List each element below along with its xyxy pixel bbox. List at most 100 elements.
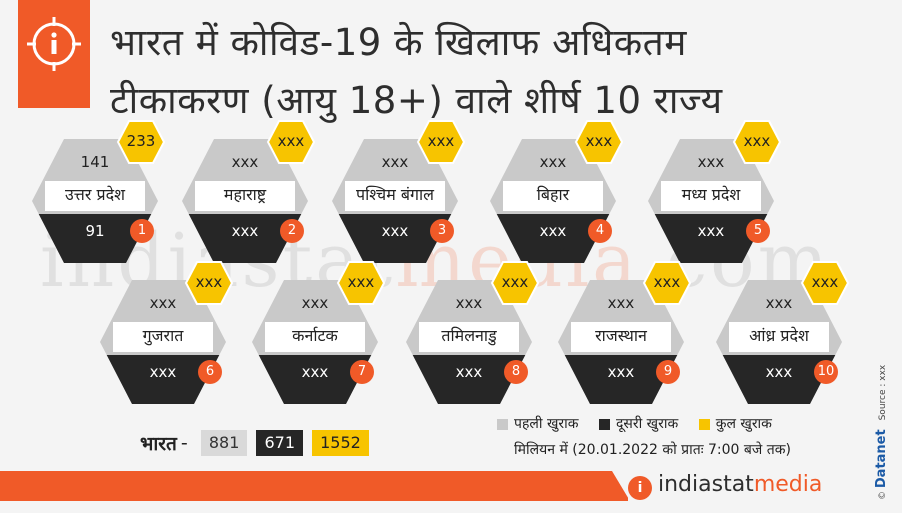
copyright-symbol: © (878, 491, 888, 500)
total-dose-badge: xxx (732, 119, 782, 165)
brand-name-main: indiastat (658, 472, 754, 497)
total-hexagon-icon (266, 120, 316, 164)
legend: पहली खुराक दूसरी खुराक कुल खुराक (497, 414, 788, 433)
state-name: आंध्र प्रदेश (749, 326, 809, 345)
total-hexagon-icon (800, 261, 850, 305)
unit-note: मिलियन में (20.01.2022 को प्रातः 7:00 बज… (514, 442, 791, 458)
publisher-name: Datanet (874, 429, 889, 489)
total-dose-value: xxx (195, 273, 223, 291)
second-dose-value: xxx (381, 222, 409, 240)
first-dose-value: xxx (697, 153, 725, 171)
state-card: xxx कर्नाटक xxx xxx 7 (250, 261, 386, 406)
total-dose-value: xxx (743, 132, 771, 150)
total-dose-value: xxx (427, 132, 455, 150)
india-total: भारत - 881 671 1552 (140, 430, 373, 456)
rank-badge: 4 (588, 219, 612, 243)
rank-badge: 5 (746, 219, 770, 243)
total-hexagon-icon (642, 261, 692, 305)
state-card: xxx महाराष्ट्र xxx xxx 2 (180, 120, 316, 265)
state-name: उत्तर प्रदेश (65, 185, 125, 204)
rank-badge: 8 (504, 360, 528, 384)
second-dose-value: xxx (301, 363, 329, 381)
total-dose-value: 233 (126, 132, 156, 150)
second-dose-value: xxx (455, 363, 483, 381)
state-hexagon (332, 139, 458, 263)
info-tab (18, 0, 90, 108)
rank-badge: 1 (130, 219, 154, 243)
total-hexagon-icon (336, 261, 386, 305)
second-dose-value: xxx (149, 363, 177, 381)
state-name: तमिलनाडु (441, 326, 497, 345)
total-dose-value: xxx (811, 273, 839, 291)
footer-bar (0, 471, 840, 501)
total-dose-badge: 233 (116, 119, 166, 165)
state-name: कर्नाटक (292, 326, 338, 345)
second-dose-value: xxx (231, 222, 259, 240)
legend-label-first-dose: पहली खुराक (514, 416, 579, 432)
second-dose-value: xxx (607, 363, 635, 381)
second-dose-value: xxx (697, 222, 725, 240)
india-first-dose: 881 (200, 430, 248, 456)
india-label: भारत (140, 433, 177, 455)
total-dose-value: xxx (585, 132, 613, 150)
legend-item-total: कुल खुराक (698, 414, 772, 433)
total-dose-badge: xxx (416, 119, 466, 165)
first-dose-value: xxx (381, 153, 409, 171)
india-second-dose: 671 (256, 430, 304, 456)
legend-label-second-dose: दूसरी खुराक (615, 416, 679, 432)
total-dose-value: xxx (653, 273, 681, 291)
source-text: Source : xxx (878, 364, 888, 421)
footer-stripe (0, 471, 630, 501)
legend-swatch-first-dose (497, 418, 508, 430)
first-dose-value: xxx (301, 294, 329, 312)
total-dose-badge: xxx (184, 260, 234, 306)
state-hexagon (490, 139, 616, 263)
state-card: 141 उत्तर प्रदेश 91 233 1 (30, 120, 166, 265)
state-card: xxx बिहार xxx xxx 4 (488, 120, 624, 265)
rank-badge: 2 (280, 219, 304, 243)
total-dose-badge: xxx (574, 119, 624, 165)
first-dose-value: 141 (80, 153, 110, 171)
state-card: xxx आंध्र प्रदेश xxx xxx 10 (714, 261, 850, 406)
state-card: xxx राजस्थान xxx xxx 9 (556, 261, 692, 406)
india-total-doses: 1552 (312, 430, 369, 456)
india-dash: - (180, 432, 188, 454)
brand-logo: i indiastatmedia (628, 472, 848, 502)
total-hexagon-icon (184, 261, 234, 305)
info-icon (27, 17, 81, 71)
first-dose-value: xxx (607, 294, 635, 312)
first-dose-value: xxx (149, 294, 177, 312)
state-card: xxx गुजरात xxx xxx 6 (98, 261, 234, 406)
total-dose-value: xxx (501, 273, 529, 291)
rank-badge: 3 (430, 219, 454, 243)
state-name: बिहार (536, 185, 570, 204)
rank-badge: 6 (198, 360, 222, 384)
rank-badge: 9 (656, 360, 680, 384)
legend-swatch-total (698, 418, 710, 430)
first-dose-value: xxx (765, 294, 793, 312)
second-dose-value: xxx (539, 222, 567, 240)
rank-badge: 10 (814, 360, 838, 384)
brand-logo-icon: i (628, 476, 652, 500)
total-dose-badge: xxx (490, 260, 540, 306)
total-dose-badge: xxx (642, 260, 692, 306)
total-hexagon-icon (574, 120, 624, 164)
brand-name-accent: media (753, 472, 823, 497)
state-name: पश्चिम बंगाल (356, 185, 434, 204)
total-dose-badge: xxx (336, 260, 386, 306)
state-card: xxx पश्चिम बंगाल xxx xxx 3 (330, 120, 466, 265)
state-name: महाराष्ट्र (223, 185, 267, 204)
legend-item-second-dose: दूसरी खुराक (598, 414, 679, 433)
second-dose-value: 91 (85, 222, 105, 240)
legend-item-first-dose: पहली खुराक (497, 414, 579, 433)
total-hexagon-icon (732, 120, 782, 164)
first-dose-value: xxx (231, 153, 259, 171)
second-dose-value: xxx (765, 363, 793, 381)
page-title: भारत में कोविड-19 के खिलाफ अधिकतम टीकाकर… (110, 14, 870, 130)
source-credit: © Datanet Source : xxx (874, 365, 889, 500)
total-dose-value: xxx (347, 273, 375, 291)
total-hexagon-icon (490, 261, 540, 305)
total-hexagon-icon (116, 120, 166, 164)
state-hexagon (182, 139, 308, 263)
